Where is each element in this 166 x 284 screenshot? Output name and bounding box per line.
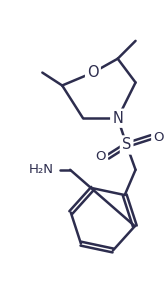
Text: O: O (153, 131, 164, 143)
Text: O: O (87, 65, 99, 80)
Text: H₂N: H₂N (29, 163, 54, 176)
Text: S: S (122, 137, 131, 153)
Text: N: N (112, 111, 123, 126)
Text: O: O (96, 150, 106, 163)
